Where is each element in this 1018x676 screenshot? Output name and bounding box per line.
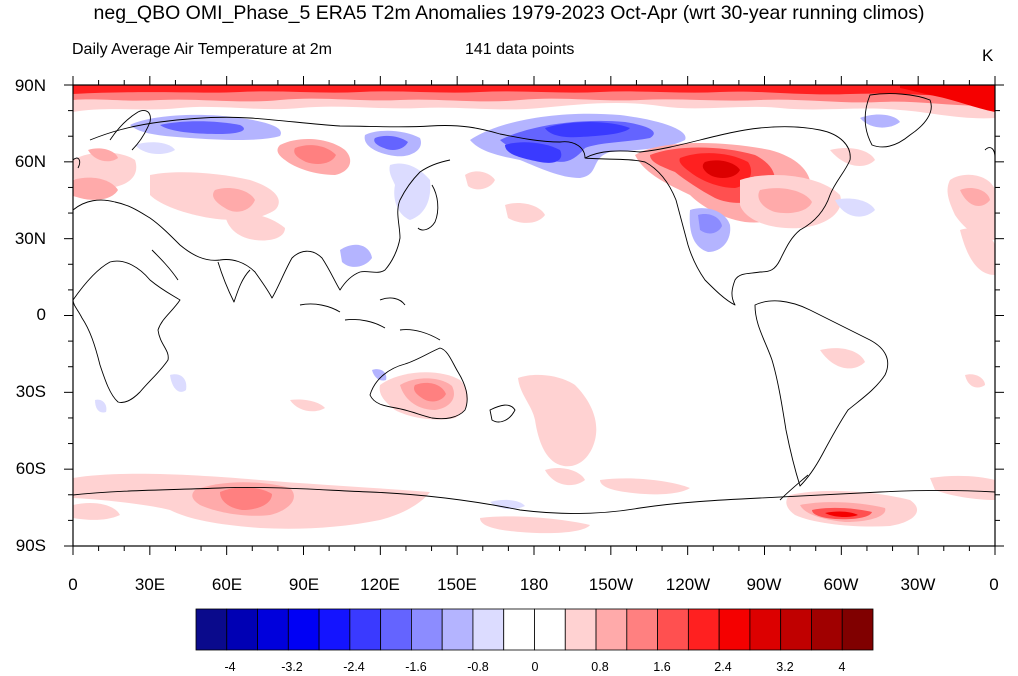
lat-label-30n: 30N xyxy=(14,229,46,248)
colorbar-swatch xyxy=(595,608,628,651)
lon-label-30w: 30W xyxy=(900,575,936,594)
left-subtitle: Daily Average Air Temperature at 2m xyxy=(72,41,332,58)
lon-label-150e: 150E xyxy=(437,575,477,594)
lon-label-30e: 30E xyxy=(134,575,166,594)
colorbar-swatch xyxy=(441,608,474,651)
colorbar-swatch xyxy=(780,608,812,651)
colorbar-swatch xyxy=(749,608,782,651)
colorbar-swatch xyxy=(472,608,505,651)
colorbar-label: 1.6 xyxy=(653,660,671,674)
lon-label-0-east: 0 xyxy=(989,575,999,594)
colorbar-label: -4 xyxy=(224,660,236,674)
units-label: K xyxy=(982,46,994,65)
colorbar-label: 0 xyxy=(531,660,539,674)
colorbar-label: -3.2 xyxy=(281,660,303,674)
lat-label-90n: 90N xyxy=(14,76,46,95)
lon-label-120w: 120W xyxy=(665,575,711,594)
colorbar-label: -2.4 xyxy=(343,660,365,674)
lat-label-30s: 30S xyxy=(15,382,46,401)
colorbar-swatch xyxy=(287,608,320,651)
bering-cold xyxy=(505,142,562,163)
colorbar-swatch xyxy=(349,608,382,651)
colorbar-swatch xyxy=(195,608,228,651)
lat-label-60s: 60S xyxy=(15,459,46,478)
axis-ticks xyxy=(64,76,1004,555)
lon-label-150w: 150W xyxy=(588,575,634,594)
south-pacific-warm xyxy=(95,348,985,486)
colorbar-swatch xyxy=(841,608,874,651)
lon-label-90w: 90W xyxy=(746,575,782,594)
lat-label-60n: 60N xyxy=(14,152,46,171)
lat-label-equator: 0 xyxy=(36,305,46,324)
colorbar-swatch xyxy=(811,608,843,651)
colorbar-label: 4 xyxy=(838,660,846,674)
colorbar-swatch xyxy=(380,608,412,651)
colorbar-swatch xyxy=(534,608,566,651)
colorbar-swatch xyxy=(687,608,720,651)
antarctica-east-warm xyxy=(73,473,995,534)
antarctic-peninsula-warm xyxy=(490,490,918,527)
australia-warm xyxy=(372,369,468,420)
colorbar-swatch xyxy=(257,608,289,651)
colorbar-swatch xyxy=(718,608,751,651)
lon-label-60w: 60W xyxy=(823,575,859,594)
center-subtitle: 141 data points xyxy=(465,41,575,58)
colorbar-label: -0.8 xyxy=(467,660,489,674)
central-asia-warm xyxy=(150,138,545,241)
lon-label-180: 180 xyxy=(519,575,549,594)
eastern-canada-warm xyxy=(740,148,995,275)
colorbar-label: 2.4 xyxy=(714,660,732,674)
lon-label-60e: 60E xyxy=(211,575,243,594)
colorbar-swatch xyxy=(564,608,597,651)
colorbar-swatch xyxy=(503,608,535,651)
colorbar-label: 3.2 xyxy=(776,660,794,674)
colorbar-swatch xyxy=(657,608,689,651)
colorbar-label: -1.6 xyxy=(405,660,427,674)
coastlines xyxy=(73,93,995,514)
colorbar-swatch xyxy=(226,608,258,651)
lon-label-90e: 90E xyxy=(288,575,320,594)
colorbar-swatch xyxy=(318,608,351,651)
lon-label-0: 0 xyxy=(68,575,78,594)
lon-label-120e: 120E xyxy=(360,575,400,594)
map-title: neg_QBO OMI_Phase_5 ERA5 T2m Anomalies 1… xyxy=(93,2,925,24)
colorbar xyxy=(195,608,874,651)
east-asia-cold xyxy=(340,114,900,267)
lat-label-90s: 90S xyxy=(15,536,46,555)
southwest-us-cold xyxy=(689,198,875,252)
europe-warm xyxy=(73,148,137,200)
colorbar-swatch xyxy=(411,608,443,651)
arctic-warm-band xyxy=(73,85,995,119)
colorbar-label: 0.8 xyxy=(591,660,609,674)
anomaly-field xyxy=(73,85,995,546)
colorbar-swatch xyxy=(626,608,658,651)
